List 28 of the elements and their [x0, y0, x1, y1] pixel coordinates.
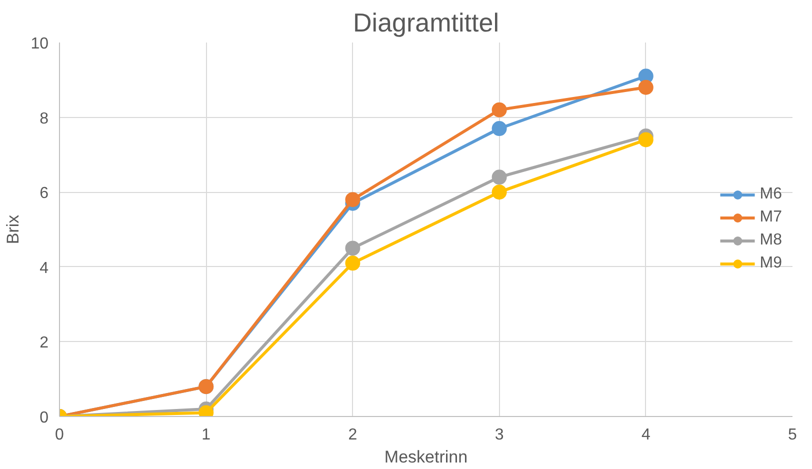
y-tick-label: 4 [40, 260, 49, 277]
x-tick-label: 3 [494, 426, 504, 444]
legend-label: M7 [760, 208, 782, 226]
chart-title: Diagramtittel [353, 8, 499, 38]
legend-label: M9 [760, 254, 782, 272]
x-axis-title: Mesketrinn [384, 448, 468, 466]
y-tick-label: 2 [40, 334, 49, 352]
point [345, 256, 360, 271]
point [492, 184, 507, 200]
legend-label: M8 [760, 232, 782, 250]
point [492, 102, 507, 118]
point [638, 80, 654, 95]
y-axis-title: Brix [4, 214, 23, 244]
point [492, 121, 507, 136]
y-tick-label: 6 [40, 185, 49, 202]
x-tick-label: 1 [202, 426, 211, 444]
y-tick-label: 8 [40, 110, 49, 128]
y-tick-label: 10 [30, 36, 49, 52]
point [345, 192, 360, 208]
legend-label: M6 [760, 186, 782, 204]
x-tick-label: 0 [55, 426, 64, 444]
point [345, 240, 360, 256]
x-tick-label: 5 [788, 426, 798, 444]
x-tick-label: 2 [348, 426, 358, 444]
y-tick-label: 0 [40, 410, 49, 426]
point [638, 132, 654, 148]
point [492, 170, 507, 185]
x-tick-label: 4 [641, 426, 650, 444]
